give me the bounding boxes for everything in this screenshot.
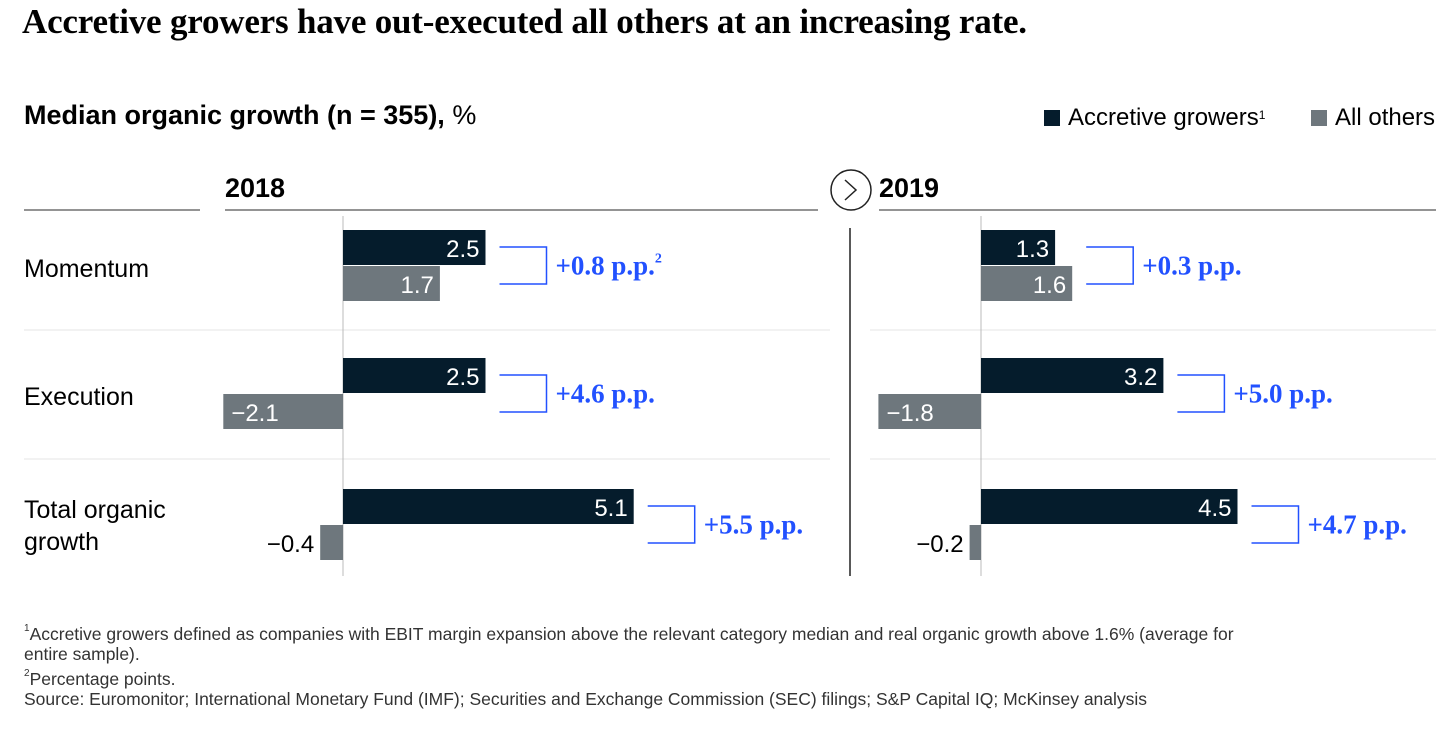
bar-label-others: −0.2 [916,531,963,558]
footnote-1-sup: 1 [24,623,30,634]
category-label: Momentum [24,255,149,283]
difference-label: +5.5 p.p. [704,510,803,540]
bar-others-2019 [981,266,1073,301]
footnote-1: 1Accretive growers defined as companies … [24,620,1234,645]
difference-value: +5.5 p.p. [704,510,803,540]
difference-label: +4.7 p.p. [1308,510,1407,540]
panel-year-2018: 2018 [225,173,285,203]
subtitle-bold: Median organic growth (n = 355), [24,100,445,130]
category-label: Total organic [24,496,166,524]
difference-value: +0.3 p.p. [1142,251,1241,281]
difference-bracket [1251,505,1300,544]
bar-label-others: 1.6 [1033,272,1066,299]
footnote-2: 2Percentage points. [24,665,176,690]
bar-label-accretive: 2.5 [446,236,479,263]
panel-year-2019: 2019 [879,173,939,203]
bar-label-others: 1.7 [401,272,434,299]
chart-subtitle: Median organic growth (n = 355), % [24,100,476,131]
difference-bracket [1177,374,1226,413]
bar-others-2018 [223,394,343,429]
difference-value: +0.8 p.p. [556,251,655,281]
source-note-text: Source: Euromonitor; International Monet… [24,689,1148,709]
difference-label: +5.0 p.p. [1233,379,1332,409]
difference-value: +4.6 p.p. [556,379,655,409]
legend-swatch-accretive [1044,110,1060,126]
chevron-right-icon-glyph [844,179,858,201]
bar-others-2019 [878,394,981,429]
bar-accretive-2019 [981,358,1164,393]
difference-value: +4.7 p.p. [1308,510,1407,540]
bar-accretive-2019 [981,230,1056,265]
bar-label-others: −0.4 [267,531,314,558]
bar-label-accretive: 1.3 [1016,236,1049,263]
chevron-right-icon [830,169,872,211]
difference-bracket [647,505,696,544]
bar-accretive-2019 [981,489,1238,524]
bar-others-2019 [969,525,981,560]
bar-accretive-2018 [343,230,486,265]
bar-label-accretive: 3.2 [1124,364,1157,391]
difference-bracket [1086,246,1134,285]
bar-label-accretive: 4.5 [1198,495,1231,522]
footnote-1-cont: entire sample). [24,643,140,665]
difference-bracket [499,246,548,285]
footnote-1-cont-text: entire sample). [24,644,140,664]
legend-sup-accretive: 1 [1258,108,1266,122]
chart-title: Accretive growers have out-executed all … [22,2,1027,41]
difference-footnote-sup: 2 [655,252,662,267]
difference-value: +5.0 p.p. [1233,379,1332,409]
bar-label-accretive: 5.1 [594,495,627,522]
category-label: Execution [24,383,134,411]
bar-label-others: −2.1 [231,400,278,427]
difference-label: +4.6 p.p. [556,379,655,409]
source-note: Source: Euromonitor; International Monet… [24,688,1147,710]
subtitle-unit: % [444,100,477,130]
footnote-2-sup: 2 [24,668,30,679]
difference-label: +0.8 p.p.2 [556,251,662,281]
bar-accretive-2018 [343,358,486,393]
bar-others-2018 [343,266,440,301]
legend-label-others: All others [1335,104,1436,131]
bar-others-2018 [320,525,343,560]
difference-label: +0.3 p.p. [1142,251,1241,281]
category-label: growth [24,528,99,556]
footnote-1-text: Accretive growers defined as companies w… [29,623,1234,644]
bar-accretive-2018 [343,489,634,524]
legend-swatch-others [1311,110,1327,126]
legend-accretive: Accretive growers 1 [1044,104,1265,132]
legend-label-accretive: Accretive growers [1068,104,1259,131]
chart-area: Momentum Execution Total organic growth 2018… [24,169,1436,576]
bar-label-others: −1.8 [886,400,933,427]
bar-label-accretive: 2.5 [446,364,479,391]
footnote-2-text: Percentage points. [29,668,176,689]
legend-others: All others [1311,104,1435,132]
difference-bracket [499,374,548,413]
